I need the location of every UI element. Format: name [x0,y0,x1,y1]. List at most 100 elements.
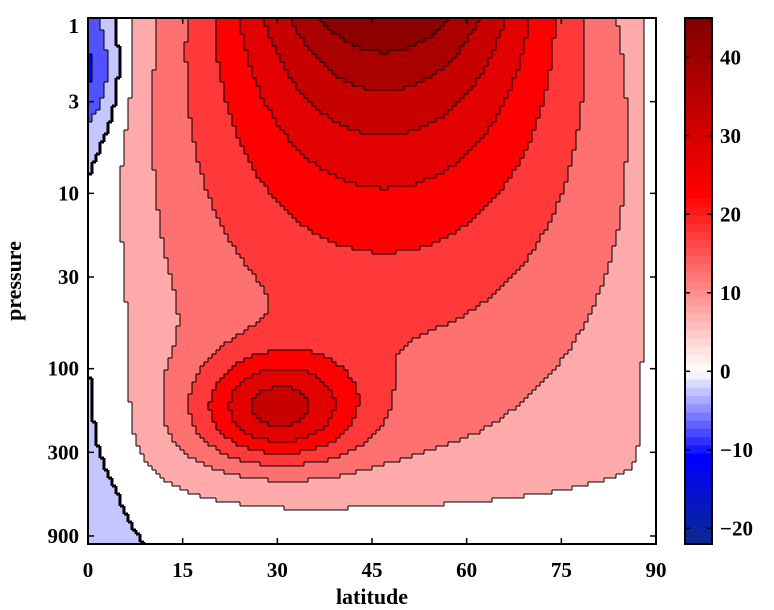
contour-band [628,154,645,159]
colorbar-segment [685,239,712,249]
colorbar-segment [685,133,712,142]
contour-band [500,418,641,423]
contour-band [468,222,549,227]
contour-band [144,458,197,463]
contour-band [120,214,161,219]
contour-band [488,130,533,135]
contour-band [272,114,329,119]
contour-band [88,390,93,395]
contour-band [576,142,629,147]
contour-band [304,38,345,43]
contour-band [88,170,93,175]
contour-band [552,214,621,219]
contour-band [396,366,557,371]
contour-band [172,438,205,443]
contour-band [184,42,217,47]
contour-band [484,426,641,431]
colorbar-tick-label: 30 [720,124,741,148]
contour-band [216,58,249,63]
contour-band [580,102,629,107]
contour-band [124,242,165,247]
colorbar-segment [685,494,712,504]
contour-band [152,146,197,151]
contour-band [156,54,185,59]
contour-band [108,50,121,55]
contour-band [628,118,645,123]
contour-band [260,418,301,423]
contour-band [88,446,101,451]
colorbar-segment [685,379,712,389]
contour-band [584,58,625,63]
colorbar-segment [685,124,712,134]
contour-band [316,446,357,451]
contour-band [120,226,161,231]
contour-band [480,210,557,215]
contour-band [228,110,273,115]
contour-band [424,178,509,183]
contour-band [536,386,641,391]
contour-band [88,42,105,47]
contour-band [172,350,217,355]
contour-band [232,366,345,371]
contour-band [284,130,361,135]
contour-band [524,50,553,55]
contour-band [488,298,597,303]
contour-band [276,118,333,123]
contour-band [624,162,645,167]
contour-band [220,218,297,223]
contour-band [252,406,309,411]
contour-band [500,110,541,115]
contour-band [292,422,329,427]
contour-band [204,438,233,443]
colorbar-segment [685,256,712,266]
contour-band [132,62,157,67]
contour-band [572,342,645,347]
contour-band [124,154,153,159]
contour-band [88,534,141,539]
contour-band [180,446,217,451]
contour-band [232,390,261,395]
contour-band [164,250,237,255]
contour-band [164,402,189,407]
contour-band [540,238,617,243]
contour-band [156,22,189,27]
contour-band [448,62,489,67]
contour-band [164,246,237,251]
contour-band [284,506,349,511]
contour-band [192,134,237,139]
contour-band [628,134,645,139]
contour-band [220,70,253,75]
contour-band [392,402,521,407]
contour-band [232,438,269,443]
contour-band [128,378,165,383]
contour-band [124,270,169,275]
contour-band [280,202,489,207]
contour-band [272,386,293,391]
contour-band [88,386,93,391]
contour-band [280,54,317,59]
contour-band [236,386,273,391]
contour-band [132,50,157,55]
contour-band [216,422,237,427]
contour-band [128,318,181,323]
contour-band [252,410,309,415]
contour-band [100,106,113,111]
contour-band [572,346,645,351]
contour-band [616,18,645,23]
contour-band [280,126,349,131]
contour-band [316,430,345,435]
contour-band [124,262,169,267]
x-tick-label: 0 [83,558,94,582]
contour-band [188,94,225,99]
contour-band [568,170,625,175]
contour-band [208,406,229,411]
contour-band [188,74,221,79]
contour-band [128,342,177,347]
contour-band [288,70,333,75]
contour-band [268,186,381,191]
contour-band [120,202,157,207]
contour-band [304,414,333,419]
contour-band [624,62,645,67]
contour-band [164,370,201,375]
contour-band [588,318,645,323]
